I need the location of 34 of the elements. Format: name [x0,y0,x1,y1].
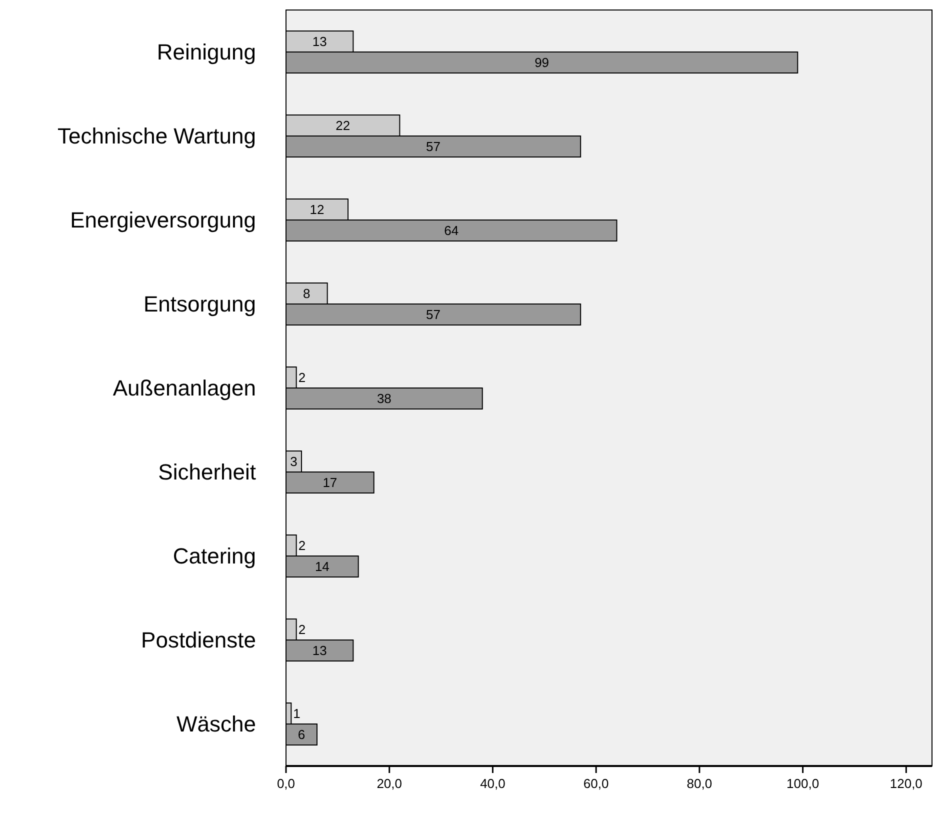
data-label: 1 [293,706,300,721]
data-label: 22 [336,118,350,133]
x-tick-label: 80,0 [686,776,712,791]
x-tick-label: 0,0 [276,776,296,791]
data-label: 38 [376,391,392,406]
x-tick-label: 60,0 [583,776,609,791]
x-tick-label: 20,0 [376,776,402,791]
y-tick-label: Energieversorgung [70,208,256,232]
y-tick-label: Entsorgung [143,292,256,316]
data-label: 6 [298,727,306,742]
data-label: 13 [312,643,327,658]
y-tick-label: Technische Wartung [57,124,256,148]
y-tick-label: Reinigung [156,40,256,64]
data-label: 3 [290,454,298,469]
y-tick-label: Sicherheit [158,460,256,484]
data-label: 17 [322,475,338,490]
data-label: 14 [314,559,330,574]
data-label: 57 [426,307,441,322]
x-tick-label: 100,0 [786,776,820,791]
data-label: 13 [312,34,327,49]
data-label: 99 [534,55,550,70]
y-tick-label: Außenanlagen [112,376,256,400]
y-tick-label: Catering [172,544,256,568]
y-tick-label: Postdienste [141,628,256,652]
data-label: 2 [298,370,306,385]
x-tick-label: 40,0 [480,776,506,791]
data-label: 8 [303,286,310,301]
y-tick-label: Wäsche [176,712,256,736]
data-label: 57 [426,139,441,154]
x-tick-label: 120,0 [890,776,922,791]
data-label: 64 [444,223,459,238]
data-label: 2 [298,622,306,637]
data-label: 12 [310,202,324,217]
data-label: 2 [298,538,306,553]
